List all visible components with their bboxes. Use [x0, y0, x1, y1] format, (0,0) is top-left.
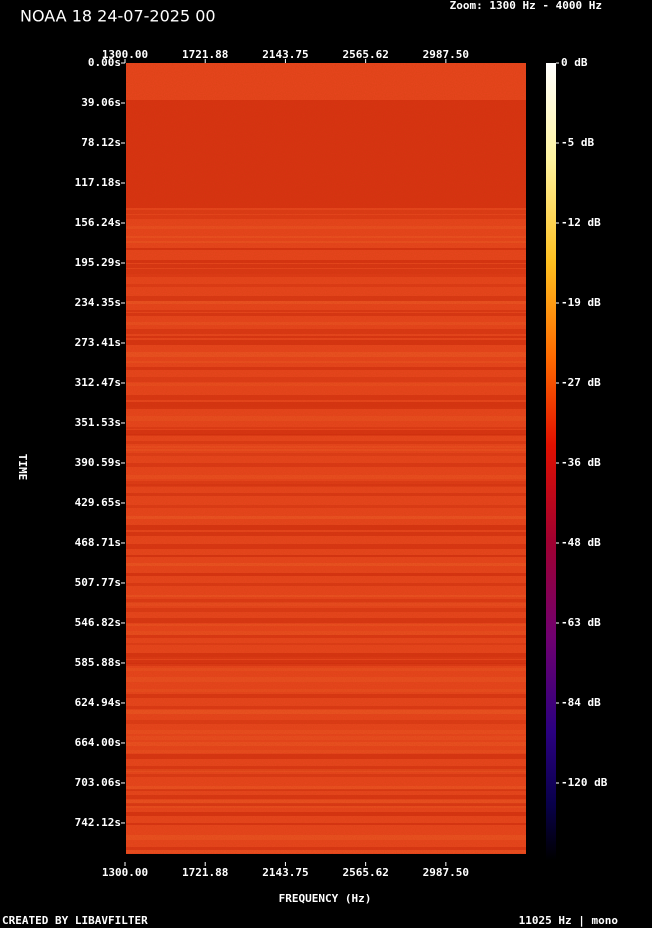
y-tick-label: 468.71s: [75, 536, 121, 549]
colorbar-tick-label: -84 dB: [561, 696, 601, 709]
y-tick-label: 703.06s: [75, 776, 121, 789]
colorbar-tick-label: -12 dB: [561, 216, 601, 229]
x-tick-label-bottom: 2987.50: [423, 866, 469, 879]
y-tick-label: 39.06s: [81, 96, 121, 109]
y-tick-label: 195.29s: [75, 256, 121, 269]
x-tick-label-bottom: 1300.00: [102, 866, 148, 879]
footer-left: CREATED BY LIBAVFILTER: [2, 914, 148, 927]
x-tick-label-bottom: 2565.62: [342, 866, 388, 879]
colorbar-tick-label: -19 dB: [561, 296, 601, 309]
colorbar-tick-label: -5 dB: [561, 136, 594, 149]
y-tick-label: 0.00s: [88, 56, 121, 69]
x-tick-label-top: 2987.50: [423, 48, 469, 61]
y-tick-label: 585.88s: [75, 656, 121, 669]
y-axis-label: TIME: [16, 454, 29, 481]
x-axis-label: FREQUENCY (Hz): [279, 892, 372, 905]
y-tick-label: 273.41s: [75, 336, 121, 349]
colorbar-tick-label: 0 dB: [561, 56, 588, 69]
y-tick-label: 390.59s: [75, 456, 121, 469]
y-tick-label: 507.77s: [75, 576, 121, 589]
spectrogram: [126, 63, 526, 854]
colorbar: [546, 63, 556, 860]
colorbar-tick-label: -48 dB: [561, 536, 601, 549]
spectrogram-noise: [126, 63, 526, 854]
x-tick-label-top: 2565.62: [342, 48, 388, 61]
x-tick-label-top: 1721.88: [182, 48, 228, 61]
y-tick-label: 78.12s: [81, 136, 121, 149]
colorbar-tick-label: -63 dB: [561, 616, 601, 629]
y-tick-label: 351.53s: [75, 416, 121, 429]
y-tick-label: 546.82s: [75, 616, 121, 629]
x-tick-label-bottom: 2143.75: [262, 866, 308, 879]
x-tick-label-top: 1300.00: [102, 48, 148, 61]
y-tick-label: 234.35s: [75, 296, 121, 309]
y-tick-label: 117.18s: [75, 176, 121, 189]
y-tick-label: 429.65s: [75, 496, 121, 509]
x-tick-label-top: 2143.75: [262, 48, 308, 61]
colorbar-tick-label: -120 dB: [561, 776, 608, 789]
chart-title: NOAA 18 24-07-2025 00: [20, 7, 216, 26]
zoom-label: Zoom: 1300 Hz - 4000 Hz: [450, 0, 602, 12]
x-tick-label-bottom: 1721.88: [182, 866, 228, 879]
colorbar-tick-label: -36 dB: [561, 456, 601, 469]
colorbar-tick-label: -27 dB: [561, 376, 601, 389]
y-tick-label: 742.12s: [75, 816, 121, 829]
y-tick-label: 664.00s: [75, 736, 121, 749]
y-tick-label: 624.94s: [75, 696, 121, 709]
footer-right: 11025 Hz | mono: [519, 914, 619, 927]
y-tick-label: 156.24s: [75, 216, 121, 229]
y-tick-label: 312.47s: [75, 376, 121, 389]
